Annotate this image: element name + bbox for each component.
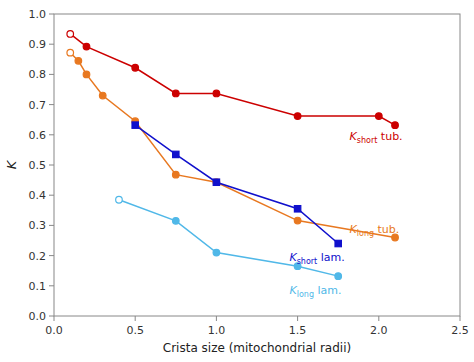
data-point [173, 90, 180, 97]
y-tick-label: 0.1 [29, 280, 47, 293]
x-tick-label: 0.0 [45, 324, 63, 337]
data-point [213, 90, 220, 97]
data-point [294, 113, 301, 120]
series-line [70, 53, 395, 238]
data-point [335, 273, 342, 280]
y-tick-label: 0.9 [29, 38, 47, 51]
y-axis-label: K [4, 159, 19, 169]
x-tick [378, 316, 379, 321]
x-tick [54, 316, 55, 321]
data-point [213, 179, 219, 185]
data-point [294, 206, 300, 212]
x-axis-label: Crista size (mitochondrial radii) [163, 341, 351, 355]
y-tick [49, 316, 54, 317]
data-point [99, 92, 106, 99]
x-tick [216, 316, 217, 321]
y-tick-label: 0.7 [29, 99, 47, 112]
x-tick [297, 316, 298, 321]
data-point [376, 113, 383, 120]
data-point [392, 122, 399, 129]
x-tick-label: 0.5 [126, 324, 144, 337]
annotation: Kshort lam. [289, 251, 344, 266]
y-tick-label: 1.0 [29, 8, 47, 21]
y-tick [49, 255, 54, 256]
y-tick-label: 0.8 [29, 68, 47, 81]
data-point [213, 249, 220, 256]
data-point [213, 179, 220, 186]
data-point [173, 151, 179, 157]
y-tick [49, 134, 54, 135]
y-tick-label: 0.5 [29, 159, 47, 172]
series-line [135, 125, 338, 243]
annotation-suffix: tub. [374, 223, 399, 236]
y-tick [49, 285, 54, 286]
y-tick [49, 104, 54, 105]
y-tick [49, 44, 54, 45]
plot-frame [54, 14, 460, 316]
annotation: Kshort tub. [350, 130, 403, 145]
plot-area [67, 31, 398, 280]
y-tick [49, 165, 54, 166]
annotation-suffix: tub. [377, 130, 402, 143]
data-point [132, 64, 139, 71]
data-point [83, 71, 90, 78]
y-tick-label: 0.4 [29, 189, 47, 202]
annotation-sub: long [297, 290, 314, 299]
x-tick [460, 316, 461, 321]
x-tick-label: 1.0 [208, 324, 226, 337]
x-tick-label: 2.5 [451, 324, 469, 337]
data-point [83, 43, 90, 50]
data-point [335, 240, 341, 246]
data-point [173, 171, 180, 178]
annotation-sub: short [297, 257, 318, 266]
data-point [67, 49, 74, 56]
y-tick [49, 225, 54, 226]
y-tick [49, 74, 54, 75]
chart: 0.0 0.5 1.0 1.5 2.0 2.5 0.0 0.1 0.2 0.3 0.4 0.5 0.6 0… [0, 0, 474, 362]
data-point [132, 122, 138, 128]
series-line [119, 200, 338, 276]
annotation-suffix: lam. [317, 251, 345, 264]
annotation: Klong lam. [289, 284, 341, 299]
y-tick-label: 0.2 [29, 250, 47, 263]
series-line [70, 34, 395, 125]
y-tick [49, 14, 54, 15]
annotation-suffix: lam. [314, 284, 342, 297]
x-tick-label: 1.5 [289, 324, 307, 337]
data-point [173, 218, 180, 225]
x-tick [135, 316, 136, 321]
y-tick-label: 0.6 [29, 129, 47, 142]
y-tick-label: 0.3 [29, 219, 47, 232]
y-tick [49, 195, 54, 196]
y-tick-label: 0.0 [29, 310, 47, 323]
data-point [116, 196, 123, 203]
annotation: Klong tub. [350, 223, 400, 238]
annotation-sub: short [357, 136, 378, 145]
data-point [294, 217, 301, 224]
annotation-sub: long [357, 229, 374, 238]
data-point [67, 31, 74, 38]
data-point [75, 58, 82, 65]
x-tick-label: 2.0 [370, 324, 388, 337]
